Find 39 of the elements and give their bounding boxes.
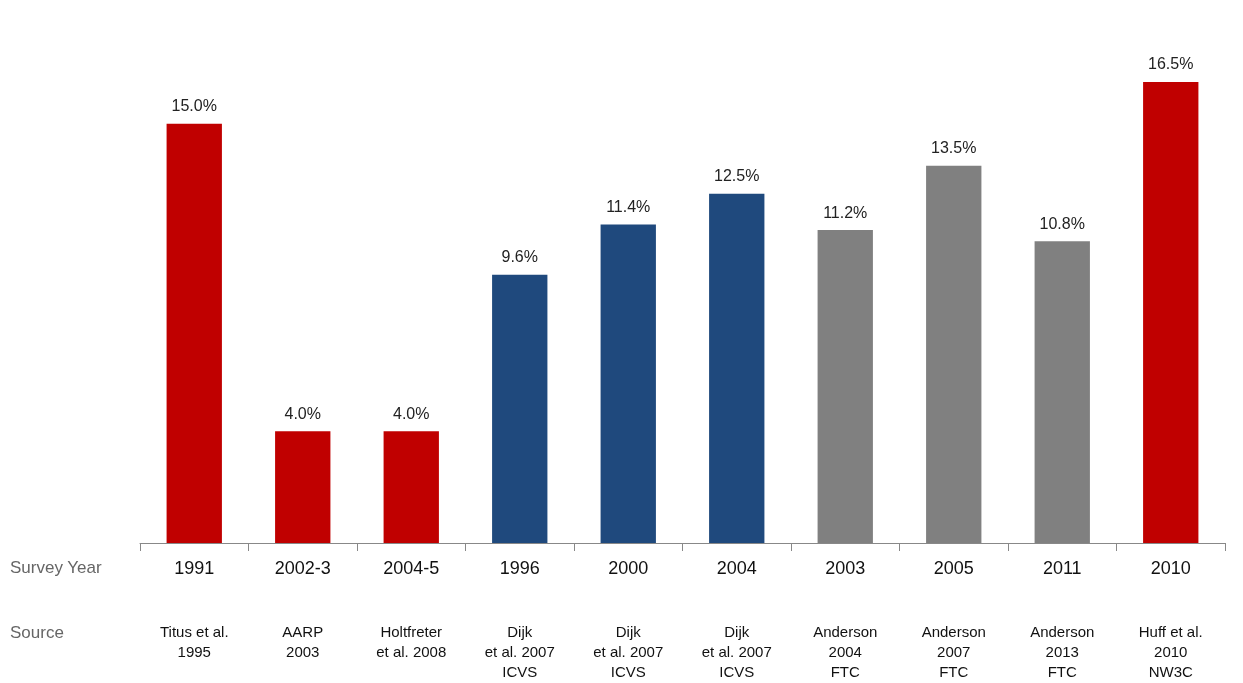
x-tick-label: 2004 — [716, 558, 757, 578]
data-label: 16.5% — [1148, 55, 1194, 73]
text: Anderson 2004 FTC — [813, 622, 878, 680]
bar — [600, 224, 656, 543]
x-tick-label: 1996 — [499, 558, 540, 578]
data-label: 15.0% — [171, 97, 217, 115]
data-label: 12.5% — [714, 167, 760, 185]
text: Survey Year — [10, 558, 103, 577]
bar — [492, 274, 548, 543]
text: Dijk et al. 2007 ICVS — [593, 622, 664, 680]
data-label: 13.5% — [931, 139, 977, 157]
x-tick-label: 2003 — [825, 558, 866, 578]
x-tick-label: 2002-3 — [274, 558, 331, 578]
text: Holtfreter et al. 2008 — [376, 622, 447, 660]
text: Anderson 2013 FTC — [1030, 622, 1095, 680]
x-tick-label: 1991 — [174, 558, 215, 578]
bar — [166, 123, 222, 543]
data-label: 10.8% — [1039, 214, 1085, 232]
data-label: 11.4% — [606, 197, 651, 215]
bar — [1143, 81, 1199, 543]
x-tick-label: 2005 — [933, 558, 974, 578]
text: Huff et al. 2010 NW3C — [1138, 622, 1203, 680]
text: Anderson 2007 FTC — [921, 622, 986, 680]
text: Source — [10, 623, 64, 642]
bar — [709, 193, 765, 543]
data-label: 4.0% — [284, 404, 321, 422]
data-label: 4.0% — [393, 404, 430, 422]
text: AARP 2003 — [282, 622, 324, 660]
text: Dijk et al. 2007 ICVS — [701, 622, 772, 680]
data-label: 11.2% — [823, 203, 868, 221]
bar — [383, 431, 439, 543]
x-tick-label: 2000 — [608, 558, 649, 578]
text: Titus et al. 1995 — [159, 622, 229, 660]
x-tick-label: 2011 — [1042, 558, 1082, 578]
text: Dijk et al. 2007 ICVS — [484, 622, 555, 680]
data-label: 9.6% — [501, 248, 538, 266]
x-tick-label: 2004-5 — [383, 558, 440, 578]
x-tick-label: 2010 — [1150, 558, 1191, 578]
bar — [275, 431, 331, 543]
